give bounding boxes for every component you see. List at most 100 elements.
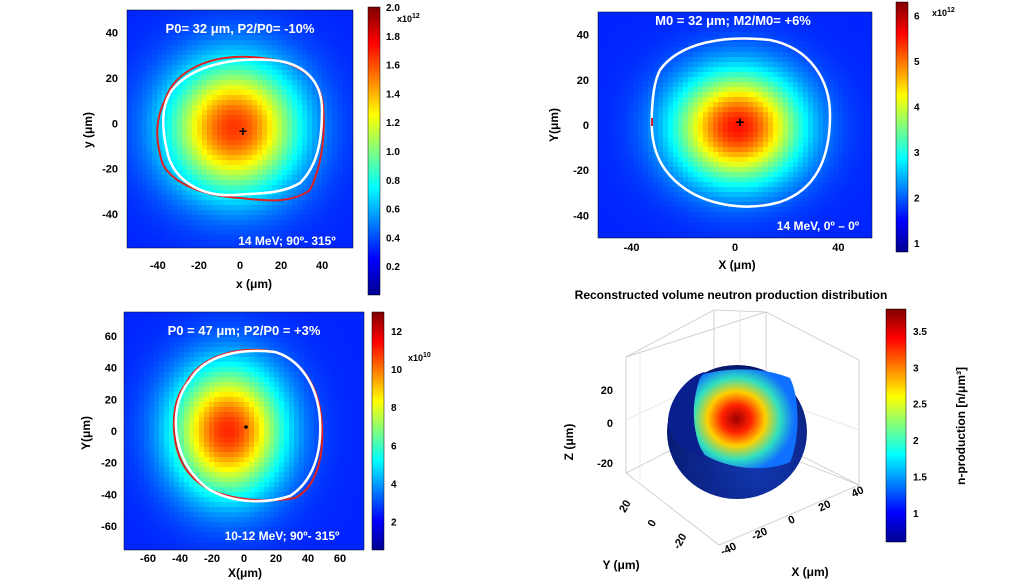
x-axis-label-3d: X (μm) <box>791 565 828 579</box>
x-ticks-b: -40 0 40 <box>624 242 845 254</box>
z-ticks-3d: 20 0 -20 <box>597 385 613 470</box>
y-tick-label: 0 <box>583 120 589 132</box>
center-marker-b: + <box>736 114 745 131</box>
y-axis-label-3d: Y (μm) <box>602 558 639 572</box>
x-tick-label: 40 <box>316 260 328 272</box>
y-ticks-a: 40 20 0 -20 -40 <box>102 28 118 221</box>
colorbar-b-multiplier: x1012 <box>932 7 955 18</box>
colorbar-c <box>371 311 385 551</box>
x-ticks-c: -60 -40 -20 0 20 40 60 <box>140 553 346 565</box>
x-axis-label-c: X(μm) <box>228 566 262 580</box>
colorbar-tick-label: 5 <box>914 57 920 68</box>
colorbar-ticks-a: 2.0 1.8 1.6 1.4 1.2 1.0 0.8 0.6 0.4 0.2 <box>386 3 400 273</box>
y-ticks-c: 60 40 20 0 -20 -40 -60 <box>101 331 117 533</box>
x-tick-label: -20 <box>204 553 220 565</box>
colorbar-tick-label: 0.2 <box>386 262 400 273</box>
z-tick-label: -20 <box>597 458 613 470</box>
x-tick-label: 0 <box>237 260 243 272</box>
colorbar-tick-label: 0.6 <box>386 205 400 216</box>
volume-3d <box>667 365 807 499</box>
heatmap-c <box>124 312 364 550</box>
contour-measured-a <box>161 58 324 197</box>
colorbar-tick-label: 6 <box>391 441 397 452</box>
colorbar-ticks-b: 6 5 4 3 2 1 <box>914 12 920 250</box>
panel-a: + P0= 32 μm, P2/P0= -10% 14 MeV; 90º- 31… <box>81 3 420 296</box>
y-tick-label: 40 <box>105 363 117 375</box>
z-axis-label-3d: Z (μm) <box>562 424 576 461</box>
center-marker-a: + <box>239 123 247 139</box>
colorbar-b <box>895 1 909 253</box>
y-axis-label-c: Y(μm) <box>79 416 93 450</box>
colorbar-tick-label: 2 <box>913 436 919 447</box>
colorbar-tick-label: 1.8 <box>386 32 400 43</box>
y-ticks-b: 40 20 0 -20 -40 <box>573 30 589 223</box>
colorbar-tick-label: 4 <box>914 103 920 114</box>
y-tick-label-3d: 20 <box>617 498 634 515</box>
panel-b-title: M0 = 32 μm; M2/M0= +6% <box>655 13 811 28</box>
y-tick-label-3d: 0 <box>646 518 659 529</box>
y-ticks-3d: 20 0 -20 <box>617 498 689 551</box>
y-tick-label: -40 <box>101 489 117 501</box>
y-tick-label: -20 <box>102 164 118 176</box>
colorbar-tick-label: 10 <box>391 365 403 376</box>
colorbar-tick-label: 2 <box>391 517 397 528</box>
heatmap-b <box>598 12 872 238</box>
y-tick-label-3d: -20 <box>671 532 689 552</box>
colorbar-a <box>367 6 381 296</box>
panel-d-title: Reconstructed volume neutron production … <box>575 288 888 302</box>
panel-b-annotation: 14 MeV, 0º – 0º <box>777 219 860 233</box>
y-tick-label: -20 <box>101 458 117 470</box>
colorbar-tick-label: 6 <box>914 12 920 23</box>
colorbar-tick-label: 1 <box>913 509 919 520</box>
x-tick-label: 0 <box>241 553 247 565</box>
y-tick-label: 20 <box>106 73 118 85</box>
colorbar-tick-label: 3 <box>914 148 920 159</box>
y-tick-label: 20 <box>577 75 589 87</box>
colorbar-tick-label: 1.6 <box>386 61 400 72</box>
x-axis-label-a: x (μm) <box>236 277 272 291</box>
y-axis-label-b: Y(μm) <box>547 108 561 142</box>
y-tick-label: -40 <box>573 210 589 222</box>
colorbar-tick-label: 2.0 <box>386 3 400 14</box>
colorbar-tick-label: 2.5 <box>913 400 927 411</box>
colorbar-tick-label: 3 <box>913 363 919 374</box>
y-tick-label: -60 <box>101 521 117 533</box>
colorbar-tick-label: 4 <box>391 479 397 490</box>
y-axis-label-a: y (μm) <box>81 112 95 148</box>
colorbar-tick-label: 1.2 <box>386 118 400 129</box>
colorbar-ticks-c: 12 10 8 6 4 2 <box>391 327 403 528</box>
x-tick-label-3d: 20 <box>817 498 833 514</box>
x-tick-label-3d: 0 <box>786 514 797 527</box>
panel-d: Reconstructed volume neutron production … <box>562 288 968 579</box>
colorbar-c-multiplier: x1010 <box>408 352 431 363</box>
panel-a-annotation: 14 MeV; 90º- 315º <box>238 234 336 248</box>
x-tick-label: 40 <box>302 553 314 565</box>
y-tick-label: -40 <box>102 209 118 221</box>
y-tick-label: -20 <box>573 165 589 177</box>
x-tick-label: 60 <box>334 553 346 565</box>
colorbar-tick-label: 1.5 <box>913 472 927 483</box>
panel-c-annotation: 10-12 MeV; 90º- 315º <box>225 529 340 543</box>
heatmap-a <box>127 10 353 248</box>
y-tick-label: 40 <box>106 28 118 40</box>
contour-model-a <box>156 55 325 202</box>
x-tick-label: -60 <box>140 553 156 565</box>
colorbar-tick-label: 12 <box>391 327 403 338</box>
x-tick-label-3d: -20 <box>750 525 769 543</box>
panel-c: P0 = 47 μm; P2/P0 = +3% 10-12 MeV; 90º- … <box>79 311 431 580</box>
contour-measured-c <box>174 349 322 503</box>
panel-c-title: P0 = 47 μm; P2/P0 = +3% <box>168 323 321 338</box>
y-tick-label: 40 <box>577 30 589 42</box>
x-tick-label: -40 <box>172 553 188 565</box>
colorbar-tick-label: 3.5 <box>913 327 927 338</box>
x-axis-label-b: X (μm) <box>718 258 755 272</box>
colorbar-d-label: n-production [n/μm³] <box>954 367 968 485</box>
panel-a-title: P0= 32 μm, P2/P0= -10% <box>166 21 315 36</box>
colorbar-tick-label: 8 <box>391 403 397 414</box>
x-tick-label-3d: -40 <box>719 540 738 558</box>
x-tick-label-3d: 40 <box>850 484 866 500</box>
colorbar-tick-label: 1.4 <box>386 89 400 100</box>
colorbar-tick-label: 1 <box>914 239 920 250</box>
colorbar-tick-label: 0.8 <box>386 176 400 187</box>
